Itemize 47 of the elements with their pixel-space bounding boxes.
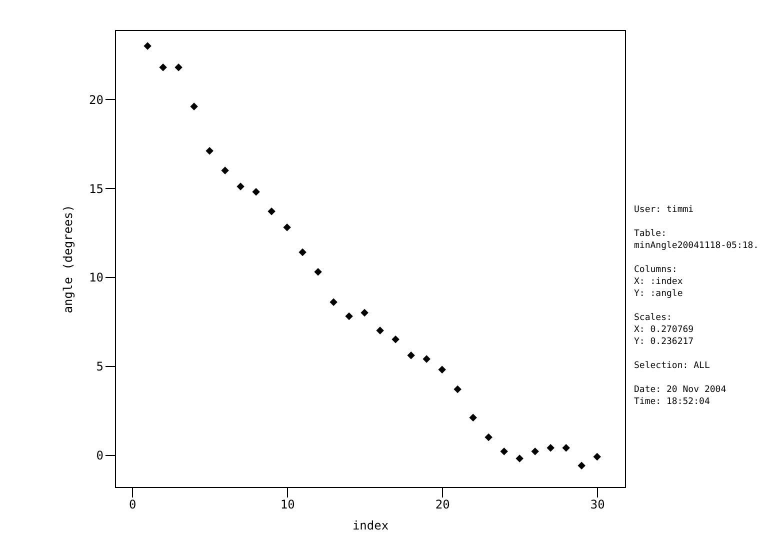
- x-tick-label: 20: [435, 498, 450, 512]
- x-tick-label: 30: [590, 498, 605, 512]
- point: [531, 448, 539, 456]
- point: [174, 63, 182, 72]
- point: [516, 454, 524, 462]
- y-tick-label: 20: [89, 92, 104, 107]
- text: Table: minAngle20041118-05:18.: [634, 228, 760, 252]
- x-tick-label: 10: [280, 498, 295, 512]
- point: [376, 326, 384, 334]
- text: Columns: X: :index Y: :angle: [634, 264, 684, 300]
- point: [252, 188, 260, 196]
- point: [268, 208, 276, 216]
- text: Selection: ALL: [634, 360, 711, 372]
- point: [438, 366, 446, 374]
- text: Date: 20 Nov 2004 Time: 18:52:04: [634, 384, 728, 408]
- point: [546, 444, 554, 452]
- y-tick-label: 5: [96, 360, 104, 374]
- point: [236, 182, 244, 190]
- text: User: timmi: [634, 204, 695, 216]
- point: [392, 336, 400, 344]
- point: [298, 248, 306, 256]
- point: [159, 63, 167, 72]
- point: [330, 298, 338, 306]
- point: [314, 268, 322, 276]
- point: [578, 462, 586, 470]
- point: [206, 147, 214, 155]
- point: [593, 452, 601, 461]
- point: [283, 224, 291, 232]
- point: [484, 433, 492, 442]
- point: [562, 444, 570, 452]
- point: [345, 312, 353, 320]
- point: [190, 102, 198, 110]
- y-tick-label: 0: [96, 448, 104, 462]
- y-axis-title: angle (degrees): [61, 204, 76, 314]
- text: Scales: X: 0.270769 Y: 0.236217: [634, 312, 695, 348]
- y-tick-label: 15: [89, 182, 104, 196]
- point: [422, 355, 430, 363]
- x-tick-label: 0: [128, 498, 136, 512]
- point: [221, 166, 229, 174]
- point: [407, 352, 415, 360]
- x-axis-title: index: [352, 518, 389, 532]
- point: [144, 42, 152, 50]
- y-tick-label: 10: [89, 270, 104, 285]
- point: [469, 414, 477, 422]
- point: [500, 448, 508, 456]
- point: [360, 308, 368, 317]
- point: [454, 385, 462, 394]
